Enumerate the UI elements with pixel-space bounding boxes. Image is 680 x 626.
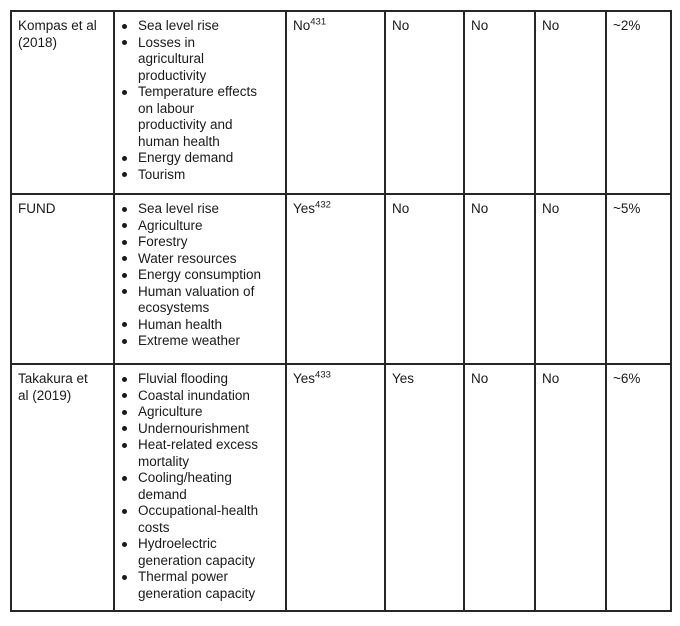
impact-item: Undernourishment [121, 421, 279, 438]
answer-text: No [293, 18, 311, 33]
answer-cell: No [534, 10, 607, 195]
table-row-takakura: Takakura et al (2019) Fluvial flooding Co… [10, 363, 672, 612]
answer-text: Yes [293, 201, 316, 216]
study-name-cell: Takakura et al (2019) [10, 363, 115, 612]
impacts-list: Fluvial flooding Coastal inundation Agricu… [121, 371, 279, 602]
impact-item: Heat-related excess mortality [121, 437, 279, 470]
impact-item: Human valuation of ecosystems [121, 284, 279, 317]
answer-text: Yes [293, 371, 316, 386]
impact-item: Temperature effects on labour productivi… [121, 84, 279, 150]
table-row-fund: FUND Sea level rise Agriculture Forestry Wa… [10, 193, 672, 365]
impact-item: Water resources [121, 251, 279, 268]
impacts-list: Sea level rise Losses in agricultural pro… [121, 18, 279, 183]
impacts-list: Sea level rise Agriculture Forestry Water r… [121, 201, 279, 350]
answer-cell: Yes [384, 363, 465, 612]
impact-item: Sea level rise [121, 201, 279, 218]
impact-item: Agriculture [121, 218, 279, 235]
impact-item: Thermal power generation capacity [121, 569, 279, 602]
footnote-reference: 433 [315, 369, 331, 381]
impact-item: Tourism [121, 167, 279, 184]
footnoted-answer-cell: No431 [285, 10, 386, 195]
impact-item: Human health [121, 317, 279, 334]
impact-item: Hydroelectric generation capacity [121, 536, 279, 569]
impact-item: Agriculture [121, 404, 279, 421]
impact-item: Forestry [121, 234, 279, 251]
answer-cell: No [534, 193, 607, 365]
footnoted-answer-cell: Yes432 [285, 193, 386, 365]
answer-cell: No [463, 10, 536, 195]
impact-item: Extreme weather [121, 333, 279, 350]
answer-cell: No [534, 363, 607, 612]
climate-studies-table: Kompas et al (2018) Sea level rise Losses… [10, 10, 672, 612]
impact-item: Fluvial flooding [121, 371, 279, 388]
impact-item: Coastal inundation [121, 388, 279, 405]
footnoted-answer-cell: Yes433 [285, 363, 386, 612]
impact-item: Energy demand [121, 150, 279, 167]
impact-item: Cooling/heating demand [121, 470, 279, 503]
answer-cell: No [463, 363, 536, 612]
answer-cell: No [463, 193, 536, 365]
study-name-cell: FUND [10, 193, 115, 365]
footnote-reference: 432 [315, 199, 331, 211]
impact-item: Losses in agricultural productivity [121, 35, 279, 85]
gdp-impact-cell: ~5% [605, 193, 672, 365]
impacts-modelled-cell: Sea level rise Losses in agricultural pro… [113, 10, 287, 195]
impact-item: Energy consumption [121, 267, 279, 284]
answer-cell: No [384, 193, 465, 365]
table-row-kompas: Kompas et al (2018) Sea level rise Losses… [10, 10, 672, 195]
answer-cell: No [384, 10, 465, 195]
impacts-modelled-cell: Sea level rise Agriculture Forestry Water r… [113, 193, 287, 365]
impact-item: Occupational-health costs [121, 503, 279, 536]
impacts-modelled-cell: Fluvial flooding Coastal inundation Agricu… [113, 363, 287, 612]
gdp-impact-cell: ~6% [605, 363, 672, 612]
study-name-cell: Kompas et al (2018) [10, 10, 115, 195]
footnote-reference: 431 [310, 16, 327, 28]
impact-item: Sea level rise [121, 18, 279, 35]
gdp-impact-cell: ~2% [605, 10, 672, 195]
